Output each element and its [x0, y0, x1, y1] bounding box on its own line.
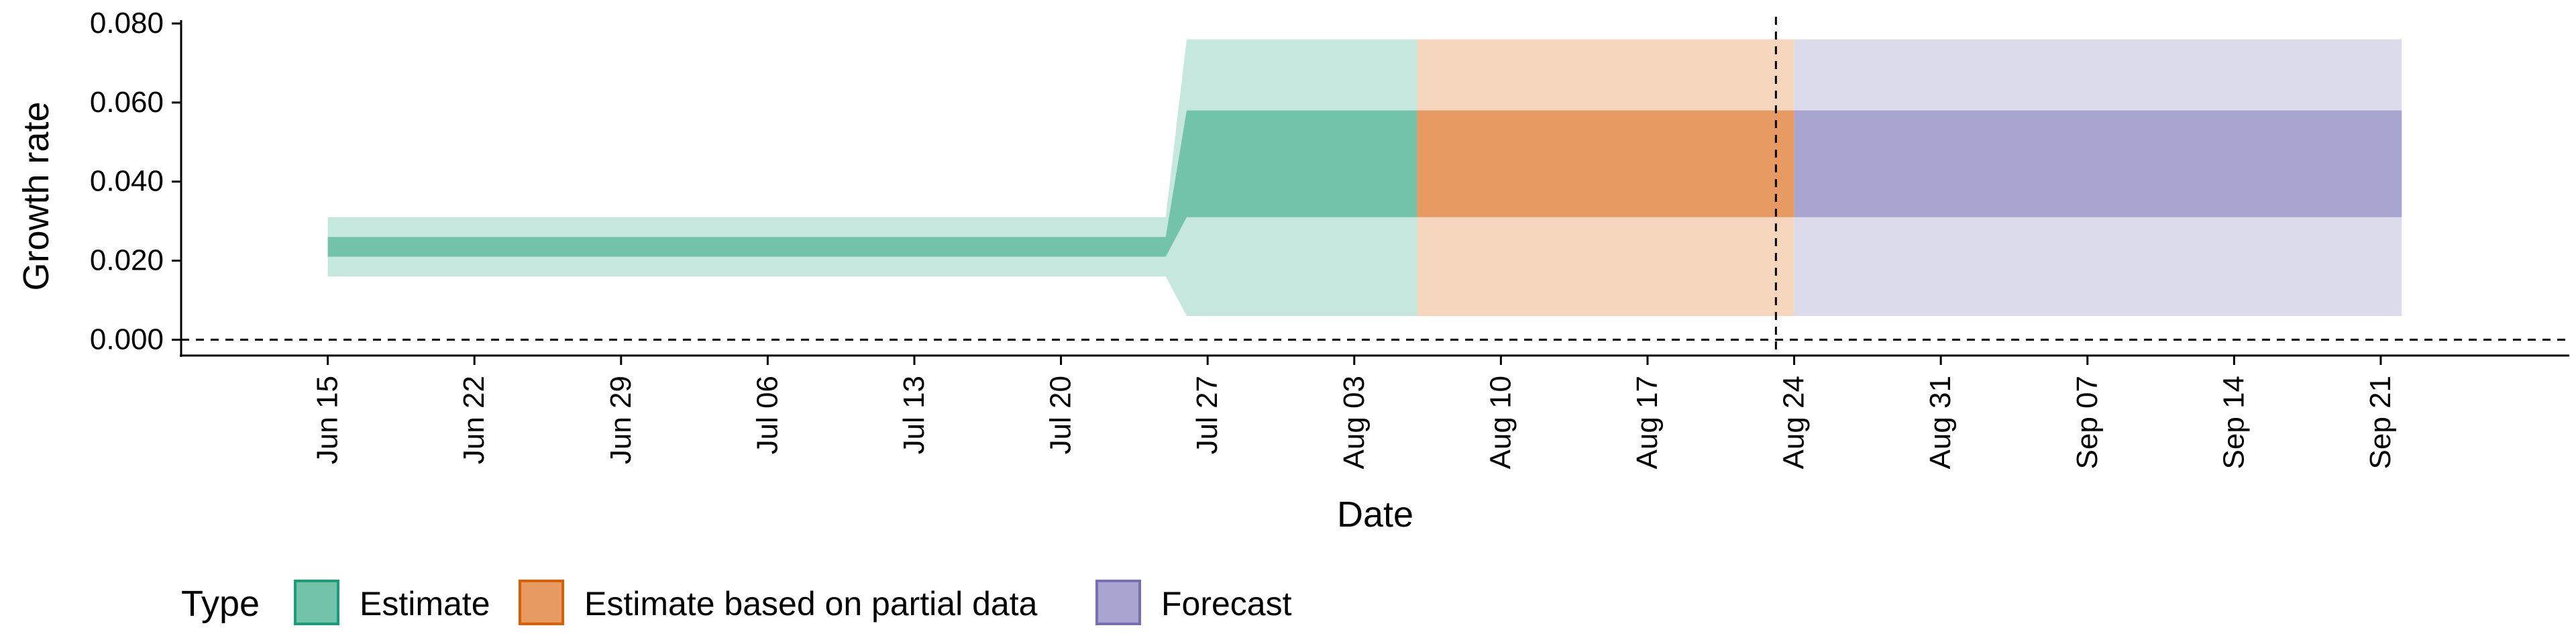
x-tick-label: Aug 24	[1778, 376, 1811, 469]
x-tick-label: Jun 22	[458, 376, 490, 464]
band-inner-estimate-based-on-partial-data	[1417, 110, 1794, 217]
legend-swatch	[1095, 580, 1141, 625]
y-tick-label: 0.060	[90, 86, 164, 119]
bands-layer	[327, 39, 2402, 317]
legend: Type Estimate Estimate based on partial d…	[181, 580, 1292, 625]
legend-label: Forecast	[1161, 585, 1292, 623]
y-tick-label: 0.020	[90, 244, 164, 277]
x-tick-label: Jul 27	[1191, 376, 1224, 454]
legend-swatch	[519, 580, 564, 625]
band-inner-estimate	[327, 110, 1417, 257]
x-tick-label: Aug 31	[1924, 376, 1957, 469]
x-tick-label: Aug 17	[1631, 376, 1664, 469]
legend-item-estimate-based-on-partial-data: Estimate based on partial data	[519, 580, 1038, 625]
x-tick-label: Jul 13	[898, 376, 930, 454]
x-tick-label: Aug 10	[1484, 376, 1517, 469]
band-inner-forecast	[1794, 110, 2402, 217]
legend-title: Type	[181, 584, 260, 624]
x-tick-label: Aug 03	[1338, 376, 1371, 469]
legend-item-forecast: Forecast	[1095, 580, 1292, 625]
x-tick-label: Jul 06	[751, 376, 784, 454]
y-tick-label: 0.040	[90, 165, 164, 198]
y-axis-title: Growth rate	[16, 101, 56, 290]
axes-layer: 0.000 0.020 0.040 0.060 0.080 Jun 15 Jun 22 Jun…	[90, 7, 2569, 469]
y-tick-label: 0.000	[90, 323, 164, 356]
legend-label: Estimate based on partial data	[584, 585, 1038, 623]
legend-item-estimate: Estimate	[294, 580, 490, 625]
x-tick-label: Sep 21	[2364, 376, 2397, 469]
x-tick-label: Sep 14	[2217, 376, 2250, 469]
reference-lines-layer	[181, 17, 2569, 356]
legend-swatch	[294, 580, 339, 625]
x-tick-label: Jun 15	[311, 376, 344, 464]
x-tick-label: Jun 29	[604, 376, 637, 464]
y-tick-label: 0.080	[90, 7, 164, 40]
legend-label: Estimate	[360, 585, 490, 623]
x-tick-label: Sep 07	[2071, 376, 2104, 469]
x-tick-label: Jul 20	[1044, 376, 1077, 454]
x-axis-title: Date	[1337, 494, 1413, 535]
